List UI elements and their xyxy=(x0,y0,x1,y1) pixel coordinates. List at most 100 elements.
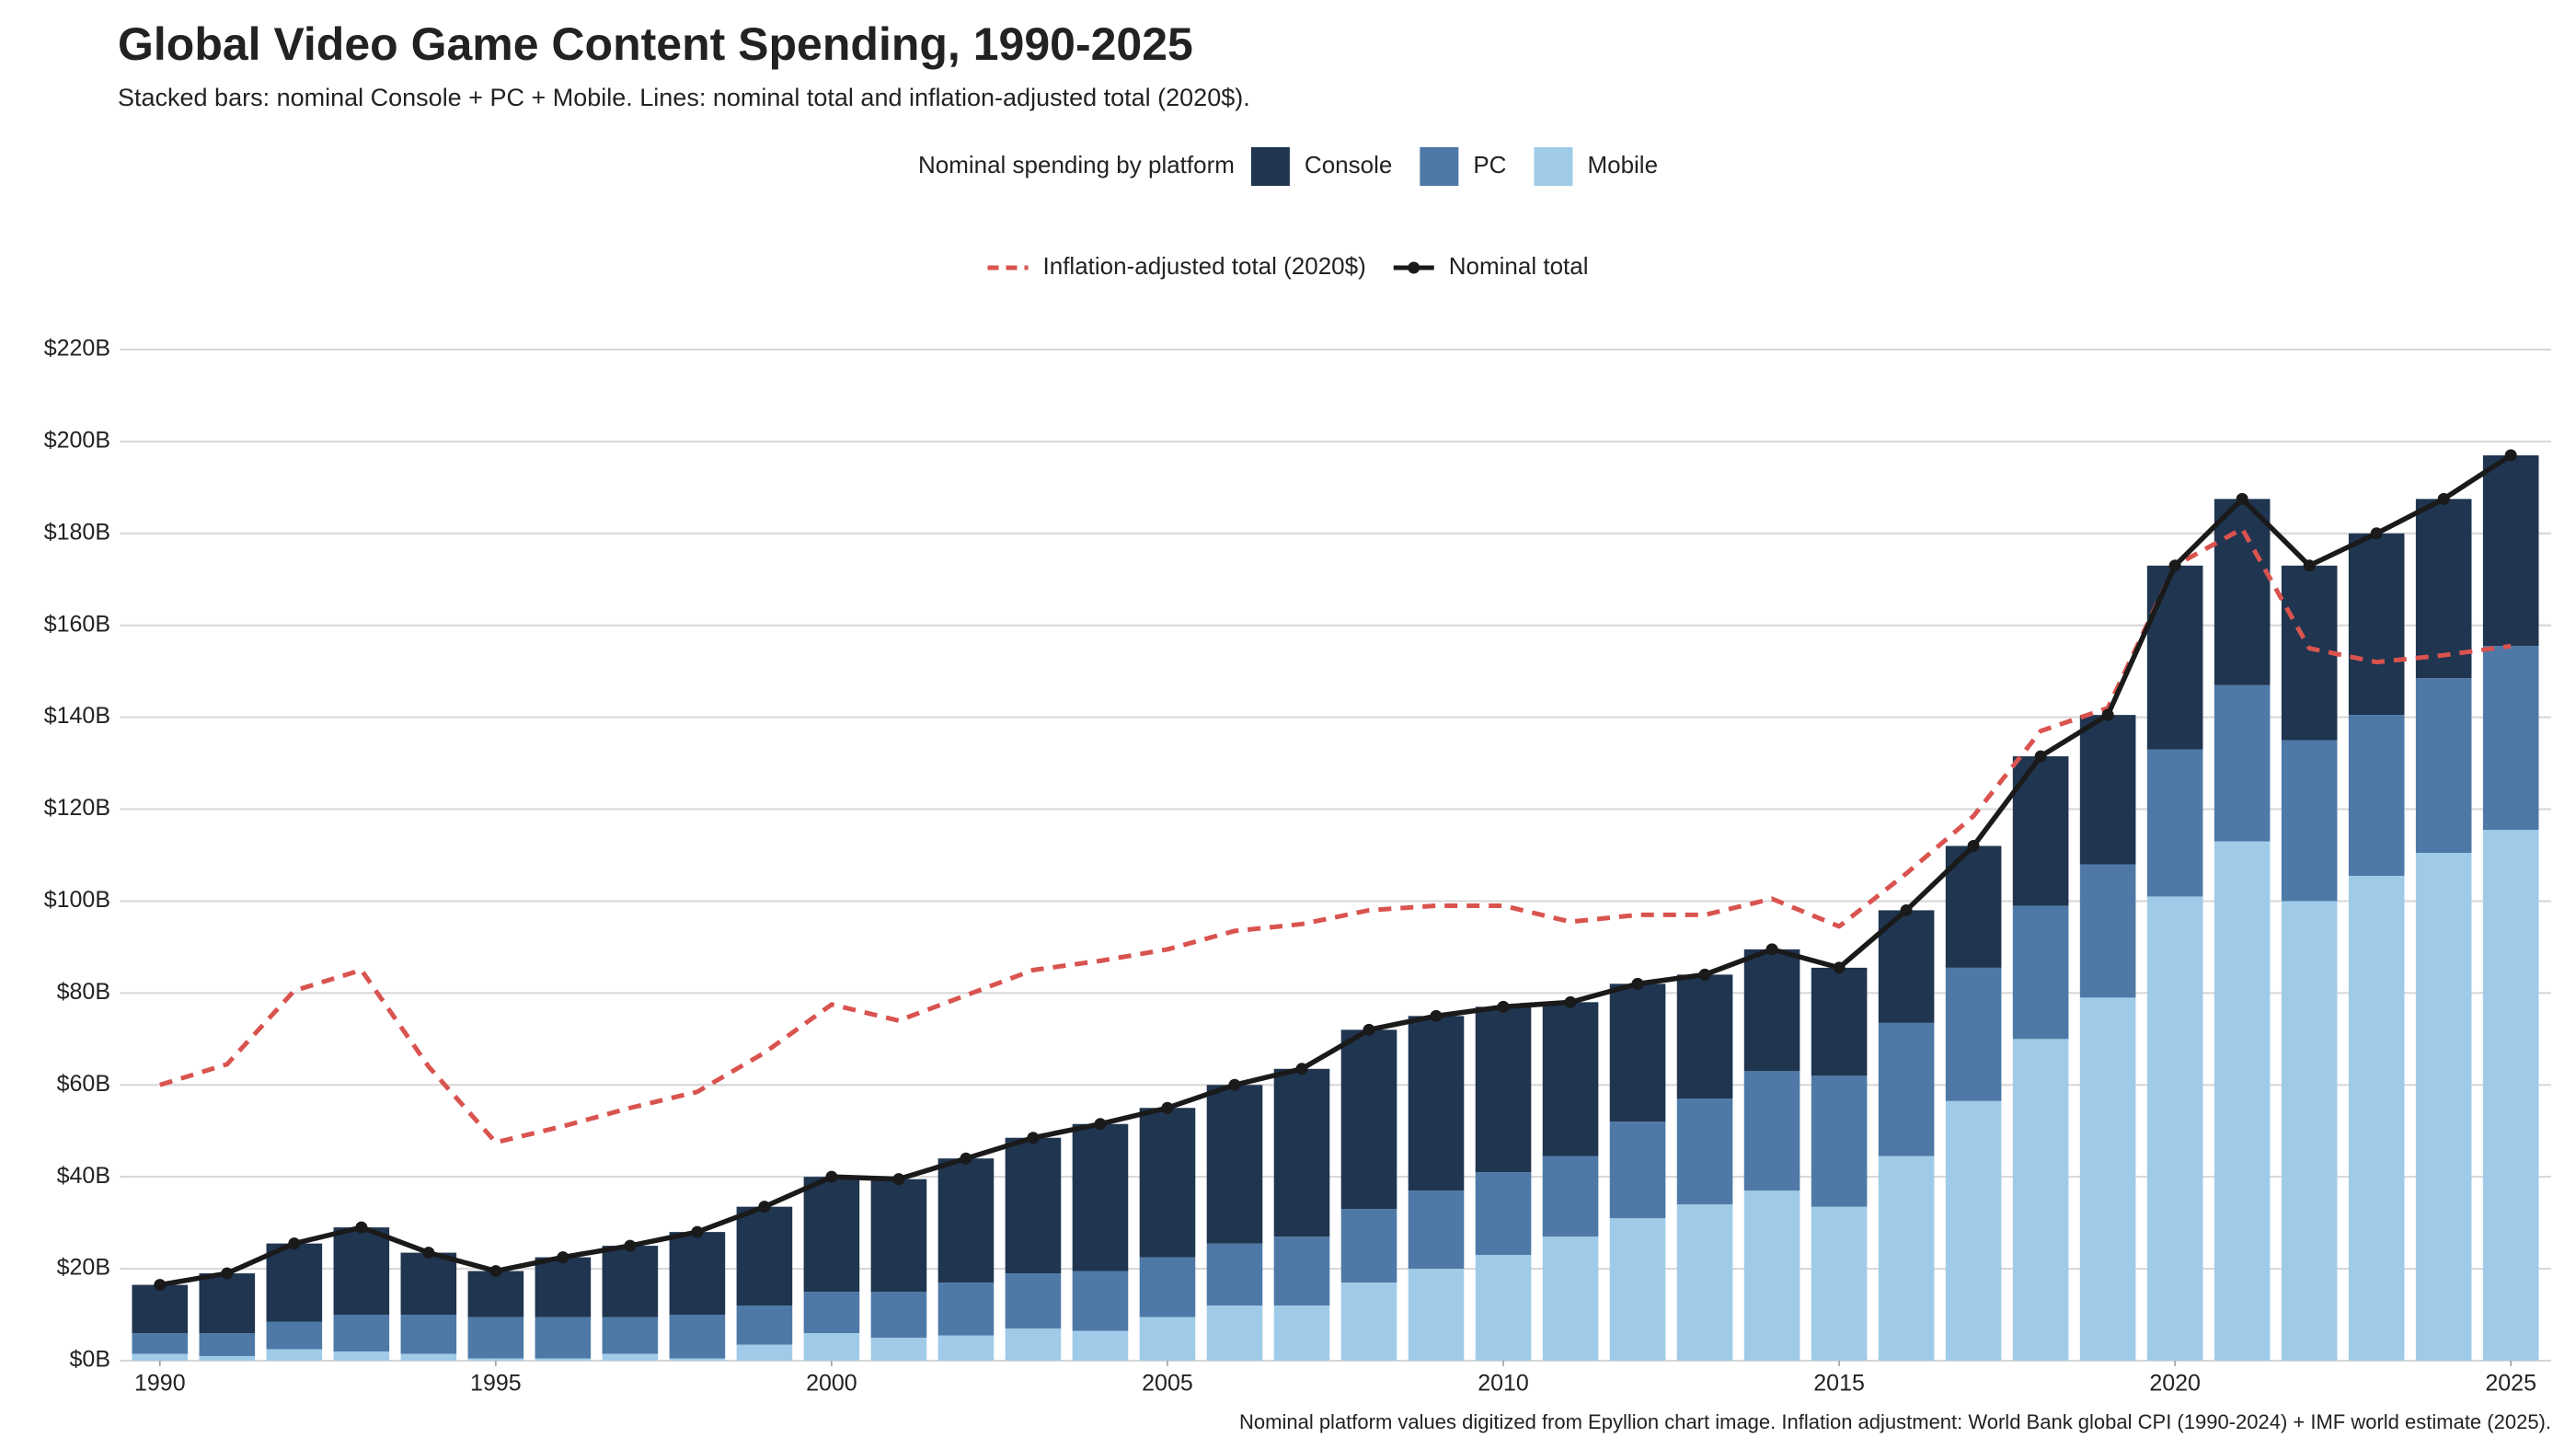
caption: Nominal platform values digitized from E… xyxy=(1239,1410,2551,1433)
bar-segment xyxy=(2012,905,2069,1040)
bar-segment xyxy=(1206,1243,1263,1306)
line-marker xyxy=(1564,995,1577,1008)
bar-segment xyxy=(937,1335,995,1361)
bar-segment xyxy=(1475,1255,1532,1361)
bar-segment xyxy=(1273,1068,1330,1237)
bar-segment xyxy=(2079,715,2136,865)
bar-segment xyxy=(1743,1071,1800,1191)
bar-segment xyxy=(1945,1100,2002,1361)
line-marker xyxy=(1765,943,1778,956)
bar-segment xyxy=(132,1284,189,1334)
bar-segment xyxy=(333,1227,390,1316)
line-marker xyxy=(1497,1000,1510,1013)
y-tick-label: $220B xyxy=(44,336,110,362)
line-marker xyxy=(489,1265,502,1278)
y-tick-label: $20B xyxy=(57,1255,110,1281)
legend-swatch xyxy=(1250,147,1290,186)
bar-segment xyxy=(736,1206,793,1306)
bar-segment xyxy=(803,1292,860,1334)
line-marker xyxy=(1027,1132,1040,1144)
bar-segment xyxy=(2079,997,2136,1361)
line-marker xyxy=(355,1221,368,1234)
bar-segment xyxy=(1743,949,1800,1072)
bar-segment xyxy=(736,1344,793,1361)
bar-segment xyxy=(132,1353,189,1361)
bar-segment xyxy=(1340,1029,1397,1210)
x-tick-label: 2015 xyxy=(1813,1371,1865,1397)
bar-segment xyxy=(870,1338,927,1361)
bar-segment xyxy=(1340,1282,1397,1361)
y-tick-label: $120B xyxy=(44,795,110,821)
bar-segment xyxy=(736,1305,793,1345)
line-marker xyxy=(2370,527,2383,540)
y-tick-label: $80B xyxy=(57,979,110,1005)
y-tick-label: $160B xyxy=(44,611,110,637)
bar-segment xyxy=(1475,1006,1532,1173)
line-marker xyxy=(154,1279,167,1292)
line-marker xyxy=(1295,1063,1308,1075)
bar-segment xyxy=(1609,1218,1666,1361)
line-marker xyxy=(557,1251,569,1264)
line-marker xyxy=(288,1237,301,1250)
bar-segment xyxy=(1206,1305,1263,1361)
line-marker xyxy=(1094,1118,1107,1131)
bar-segment xyxy=(467,1358,524,1361)
y-tick-label: $200B xyxy=(44,428,110,454)
bar-segment xyxy=(2482,830,2539,1361)
bar-segment xyxy=(1408,1190,1465,1270)
bar-segment xyxy=(2012,1039,2069,1361)
bar-segment xyxy=(467,1317,524,1359)
bar-segment xyxy=(1878,1022,1935,1156)
bar-segment xyxy=(1408,1016,1465,1191)
bar-segment xyxy=(467,1271,524,1317)
y-tick-label: $140B xyxy=(44,703,110,729)
bar-segment xyxy=(1273,1236,1330,1306)
y-tick-label: $0B xyxy=(70,1347,110,1373)
bar-segment xyxy=(1005,1273,1062,1329)
bar-segment xyxy=(803,1177,860,1293)
bar-segment xyxy=(2281,901,2338,1361)
bar-segment xyxy=(2482,646,2539,831)
bar-segment xyxy=(535,1317,592,1359)
line-marker xyxy=(892,1173,905,1186)
line-marker xyxy=(1363,1023,1375,1036)
bar-segment xyxy=(2482,454,2539,647)
bar-segment xyxy=(1408,1269,1465,1361)
legend-label: PC xyxy=(1473,151,1506,178)
bar-segment xyxy=(2281,740,2338,902)
bar-segment xyxy=(870,1292,927,1339)
line-marker xyxy=(758,1201,771,1213)
bar-segment xyxy=(400,1315,457,1354)
bar-segment xyxy=(132,1333,189,1354)
line-marker xyxy=(1631,977,1644,990)
line-marker xyxy=(960,1152,972,1165)
line-marker xyxy=(1228,1078,1241,1091)
bar-segment xyxy=(2281,565,2338,741)
bar-segment xyxy=(535,1358,592,1361)
bar-segment xyxy=(1811,1206,1868,1361)
line-marker xyxy=(2437,492,2450,505)
bar-segment xyxy=(333,1351,390,1361)
bar-segment xyxy=(266,1349,323,1361)
bar-segment xyxy=(199,1356,256,1361)
bar-segment xyxy=(1072,1123,1129,1271)
bar-segment xyxy=(669,1315,726,1359)
bar-segment xyxy=(1878,1156,1935,1361)
line-marker xyxy=(1698,968,1711,981)
bar-segment xyxy=(1542,1156,1599,1237)
bar-segment xyxy=(2415,499,2472,679)
bar-segment xyxy=(1811,1075,1868,1207)
bar-segment xyxy=(1743,1190,1800,1361)
bar-segment xyxy=(937,1282,995,1336)
bar-segment xyxy=(602,1246,659,1317)
x-tick-label: 2020 xyxy=(2149,1371,2201,1397)
bar-segment xyxy=(669,1358,726,1361)
bar-segment xyxy=(1609,1121,1666,1219)
bar-segment xyxy=(2146,896,2203,1361)
line-marker xyxy=(2101,708,2114,721)
bar-segment xyxy=(2079,864,2136,998)
legend: Inflation-adjusted total (2020$) Nominal … xyxy=(987,252,1588,280)
bar-segment xyxy=(2214,684,2271,842)
x-tick-label: 1995 xyxy=(470,1371,522,1397)
bar-segment xyxy=(266,1243,323,1322)
